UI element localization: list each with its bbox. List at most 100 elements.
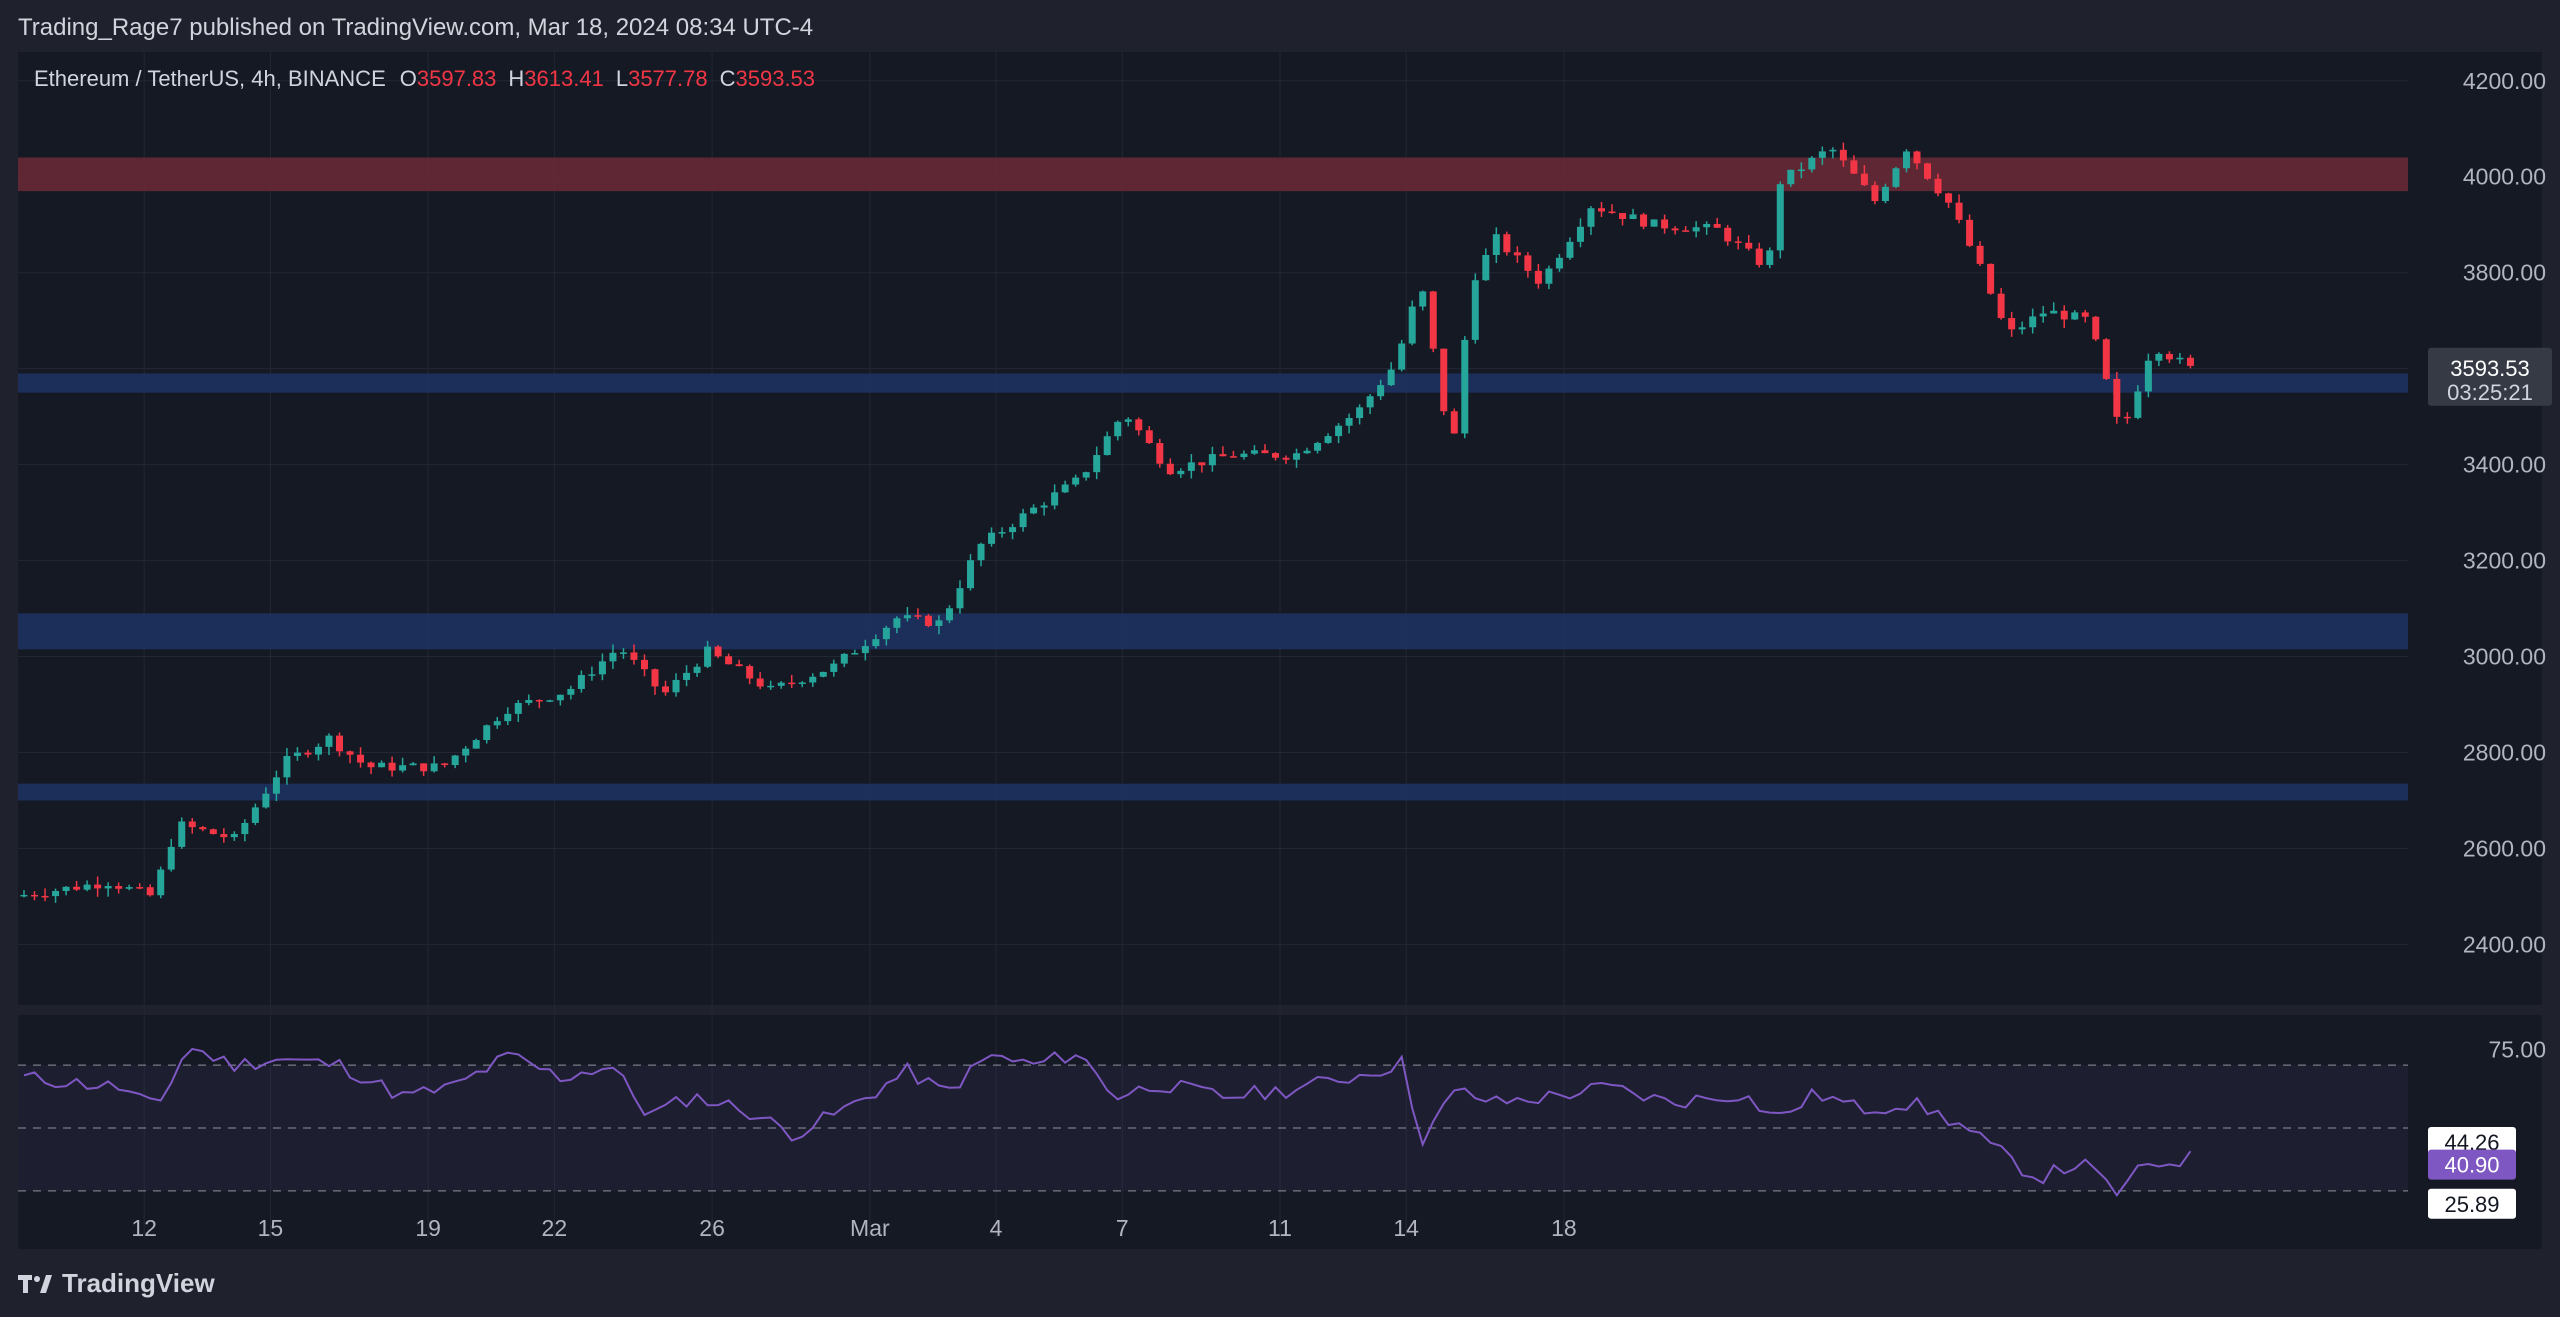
candle-down (1450, 411, 1458, 434)
candle-up (1240, 453, 1248, 458)
candle-up (62, 886, 70, 891)
candle-up (956, 588, 964, 609)
candle-up (1093, 455, 1101, 473)
candle-up (104, 886, 112, 889)
price-axis[interactable]: 4200.004000.003800.003600.003400.003200.… (2463, 68, 2546, 1063)
candle-up (167, 846, 175, 870)
candle-up (1061, 484, 1069, 493)
candle-down (388, 762, 396, 771)
candle-up (399, 765, 407, 771)
legend-open-label: O (399, 66, 417, 91)
bar-countdown-label: 03:25:21 (2447, 380, 2533, 405)
candle-down (924, 615, 932, 626)
price-tick-label: 2800.00 (2463, 740, 2546, 766)
candle-up (577, 675, 585, 689)
candle-down (1976, 245, 1984, 264)
candle-up (1555, 257, 1563, 269)
candle-down (2186, 357, 2194, 366)
footer-brand[interactable]: TradingView (18, 1268, 215, 1299)
candle-up (472, 740, 480, 749)
rsi-pane (18, 1047, 2408, 1198)
last-price-label: 3593.53 (2450, 356, 2530, 381)
candle-up (567, 688, 575, 695)
price-tick-label: 3000.00 (2463, 644, 2546, 670)
candle-up (1408, 306, 1416, 344)
rsi-value-badge (2428, 1188, 2516, 1219)
candle-up (2018, 327, 2026, 330)
candle-up (1377, 385, 1385, 397)
time-tick-label: 12 (131, 1215, 157, 1241)
candle-up (1208, 454, 1216, 466)
rsi-value-badge (2428, 1149, 2516, 1180)
price-tick-label: 3400.00 (2463, 452, 2546, 478)
price-tick-label: 4000.00 (2463, 164, 2546, 190)
legend-open: 3597.83 (416, 66, 497, 91)
candle-down (2060, 310, 2068, 320)
candle-down (220, 834, 228, 838)
time-tick-label: 14 (1393, 1215, 1419, 1241)
candle-down (199, 827, 207, 830)
candle-up (809, 676, 817, 683)
candle-up (1019, 513, 1027, 528)
candle-up (851, 653, 859, 655)
candle-up (556, 694, 564, 701)
candle-down (136, 887, 144, 889)
candle-down (640, 659, 648, 670)
candle-down (1713, 223, 1721, 228)
candle-up (1082, 472, 1090, 478)
candle-down (209, 829, 217, 835)
footer-brand-label: TradingView (62, 1268, 215, 1298)
time-axis[interactable]: 12 15 19 22 26 Mar 4 7 11 14 18 (131, 1215, 1576, 1241)
rsi-value-label: 25.89 (2444, 1192, 2499, 1217)
candle-up (693, 666, 701, 673)
candle-down (2008, 318, 2016, 330)
candle-down (2165, 353, 2173, 360)
candle-up (903, 615, 911, 619)
candle-up (1314, 442, 1322, 451)
candle-up (1103, 436, 1111, 456)
candle-up (861, 646, 869, 654)
candle-up (619, 652, 627, 654)
candle-up (598, 661, 606, 675)
candle-down (1608, 211, 1616, 214)
candle-up (1808, 157, 1816, 170)
candle-down (420, 763, 428, 772)
candle-down (2113, 378, 2121, 417)
candle-up (2039, 313, 2047, 317)
symbol-legend: Ethereum / TetherUS, 4h, BINANCE O 3597.8… (34, 66, 827, 92)
candle-down (1997, 293, 2005, 319)
candle-down (304, 752, 312, 755)
candle-up (1576, 226, 1584, 242)
candle-up (1818, 151, 1826, 158)
candle-down (1513, 252, 1521, 256)
candle-up (1114, 421, 1122, 437)
candle-down (735, 664, 743, 667)
rsi-band (18, 1065, 2408, 1191)
candle-up (178, 821, 186, 847)
candle-up (998, 532, 1006, 534)
candle-up (1293, 453, 1301, 460)
candle-up (819, 671, 827, 677)
candle-up (777, 682, 785, 686)
candle-up (1124, 419, 1132, 422)
candle-down (1261, 450, 1269, 454)
candle-down (1229, 456, 1237, 458)
candle-up (977, 543, 985, 561)
candle-down (662, 686, 670, 693)
candle-up (830, 663, 838, 672)
resistance-zone (18, 157, 2408, 192)
candle-down (2123, 416, 2131, 419)
candle-down (1619, 213, 1627, 219)
candle-up (2134, 391, 2142, 418)
time-tick-label: 15 (258, 1215, 284, 1241)
candle-down (1734, 241, 1742, 243)
legend-high: 3613.41 (524, 66, 604, 91)
candle-down (1955, 202, 1963, 220)
candle-up (83, 884, 91, 890)
candle-down (1503, 234, 1511, 253)
candle-up (546, 700, 554, 702)
candle-up (588, 674, 596, 676)
candle-down (146, 887, 154, 896)
